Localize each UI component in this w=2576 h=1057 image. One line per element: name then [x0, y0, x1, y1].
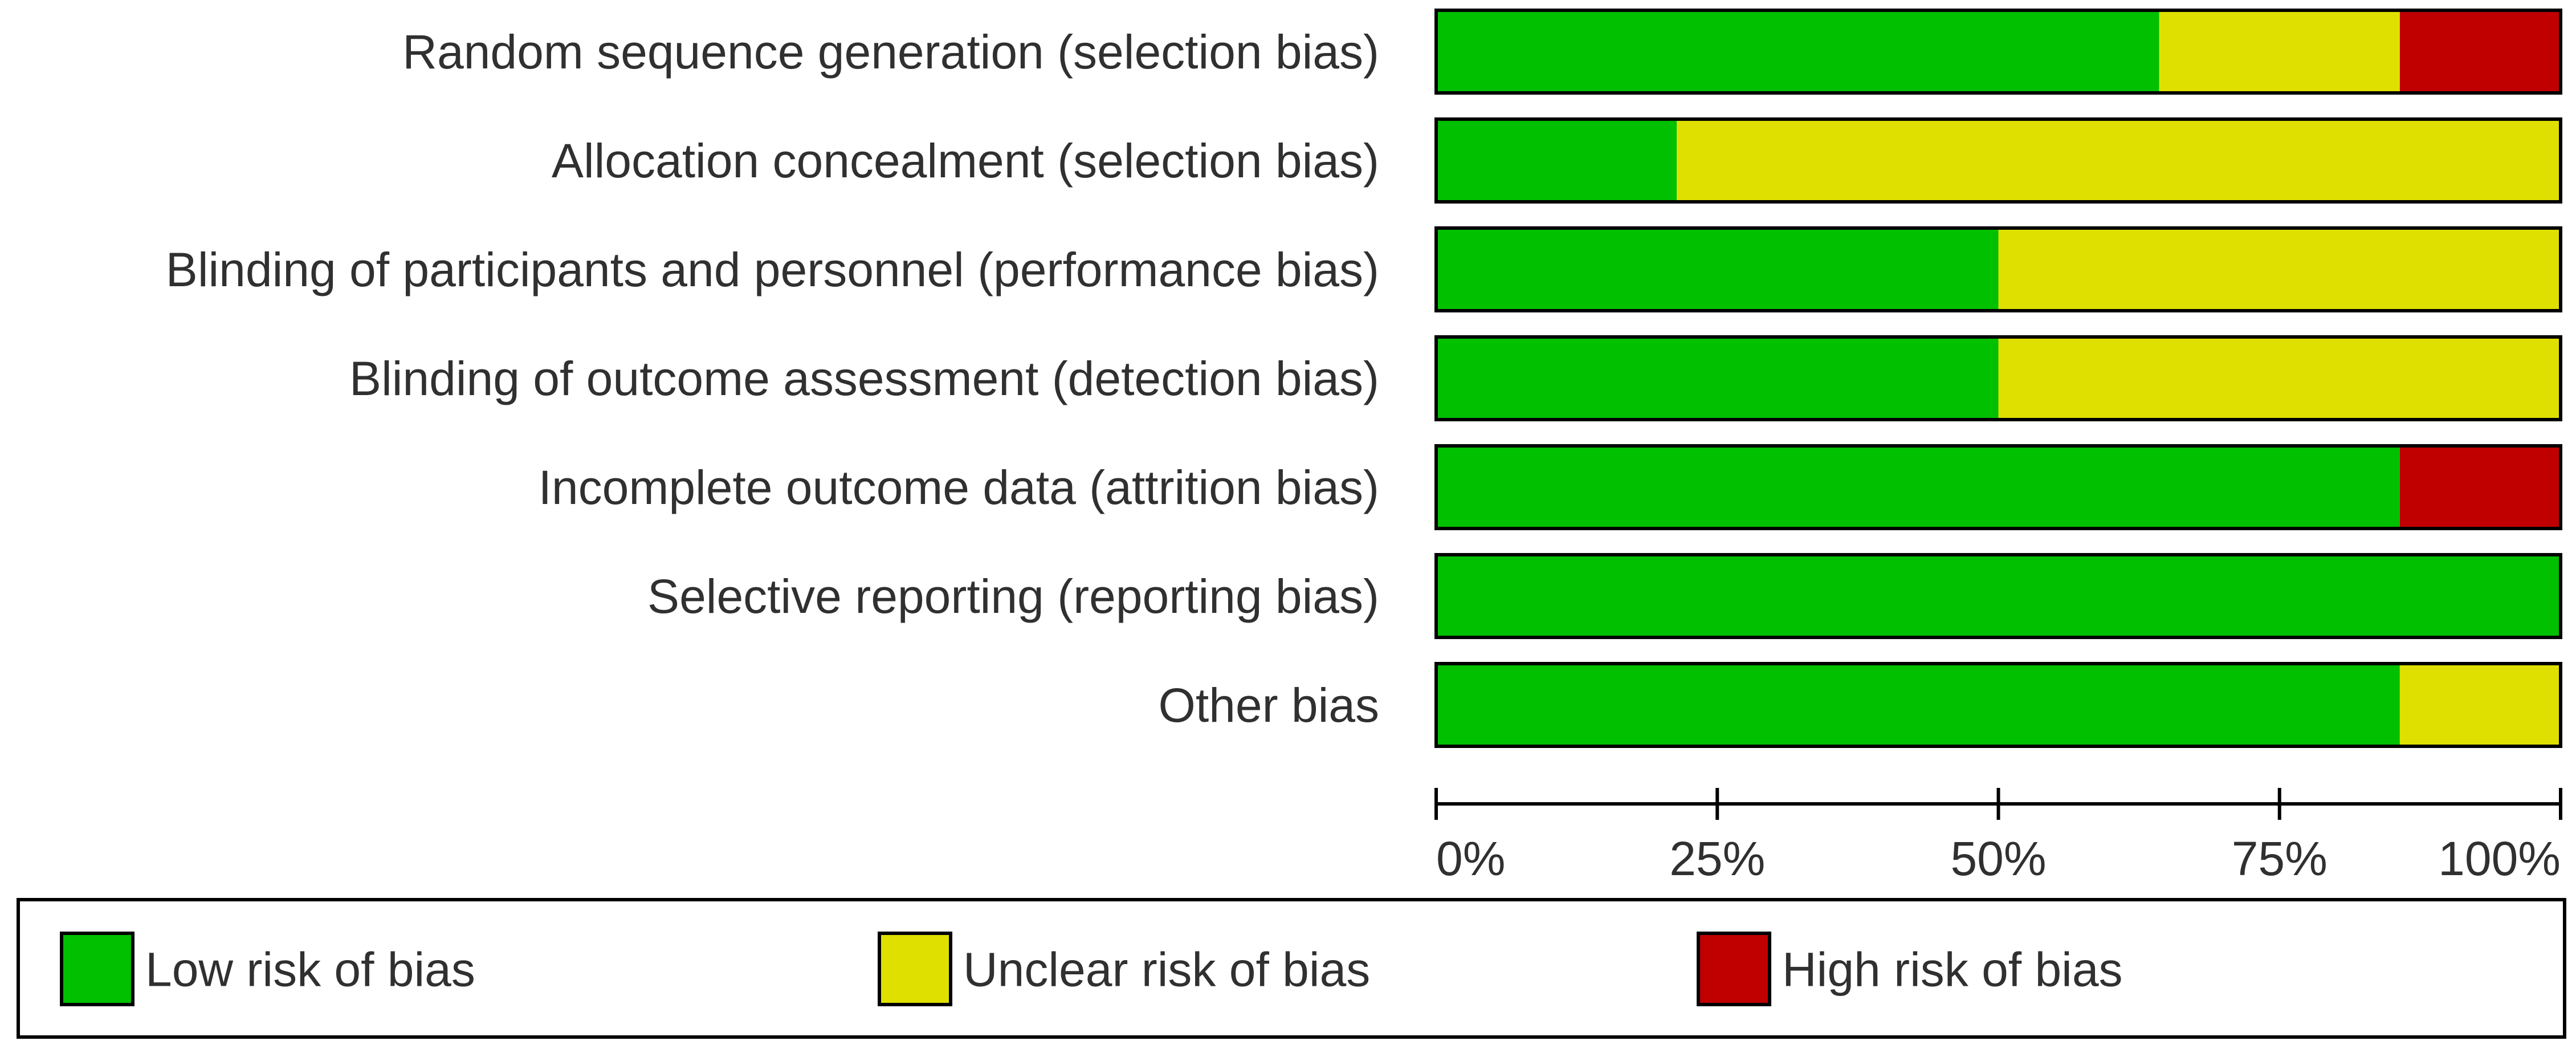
bar-outline — [1434, 117, 2562, 204]
bar-segment-low-risk-of-bias — [1436, 337, 1999, 420]
bar-segment-low-risk-of-bias — [1436, 10, 2159, 93]
legend-label-unclear-risk-of-bias: Unclear risk of bias — [963, 943, 1370, 997]
x-tick-label: 75% — [2232, 832, 2328, 885]
category-label: Random sequence generation (selection bi… — [402, 25, 1379, 79]
bar-segment-low-risk-of-bias — [1436, 555, 2561, 637]
bar-outline — [1434, 553, 2562, 639]
x-tick-label: 50% — [1950, 832, 2046, 885]
category-label: Blinding of participants and personnel (… — [166, 243, 1379, 296]
bar-outline — [1434, 226, 2562, 312]
bar-segment-unclear-risk-of-bias — [2399, 664, 2561, 746]
bar-segment-low-risk-of-bias — [1436, 119, 1677, 202]
bar-segment-unclear-risk-of-bias — [2159, 10, 2400, 93]
bar-segment-high-risk-of-bias — [2399, 10, 2561, 93]
category-label: Blinding of outcome assessment (detectio… — [349, 352, 1379, 405]
legend-swatch-low-risk-of-bias — [60, 932, 134, 1006]
bar-segment-unclear-risk-of-bias — [1677, 119, 2561, 202]
bar-segment-low-risk-of-bias — [1436, 664, 2400, 746]
bar-segment-high-risk-of-bias — [2399, 446, 2561, 528]
legend-box — [17, 898, 2566, 1039]
category-label: Allocation concealment (selection bias) — [552, 134, 1379, 188]
bar-outline — [1434, 335, 2562, 421]
bar-outline — [1434, 444, 2562, 530]
legend-swatch-high-risk-of-bias — [1697, 932, 1771, 1006]
x-tick-label: 0% — [1436, 832, 1505, 885]
x-tick-label: 25% — [1669, 832, 1765, 885]
x-tick-label: 100% — [2438, 832, 2561, 885]
x-axis: 0% 25% 50% 75% 100% — [1434, 788, 2562, 885]
legend-swatch-unclear-risk-of-bias — [878, 932, 952, 1006]
bar-segment-unclear-risk-of-bias — [1998, 228, 2561, 311]
bar-segment-unclear-risk-of-bias — [1998, 337, 2561, 420]
legend-label-low-risk-of-bias: Low risk of bias — [145, 943, 475, 997]
legend: Low risk of bias Unclear risk of bias High… — [17, 898, 2566, 1039]
bar-segment-low-risk-of-bias — [1436, 228, 1999, 311]
category-label: Other bias — [1158, 678, 1379, 732]
category-label: Incomplete outcome data (attrition bias) — [539, 461, 1379, 514]
category-label: Selective reporting (reporting bias) — [647, 570, 1379, 623]
bar-outline — [1434, 662, 2562, 748]
bar-outline — [1434, 9, 2562, 95]
category-labels: Random sequence generation (selection bi… — [166, 25, 1379, 732]
bars — [1434, 9, 2562, 748]
bar-segment-low-risk-of-bias — [1436, 446, 2400, 528]
legend-label-high-risk-of-bias: High risk of bias — [1782, 943, 2123, 997]
